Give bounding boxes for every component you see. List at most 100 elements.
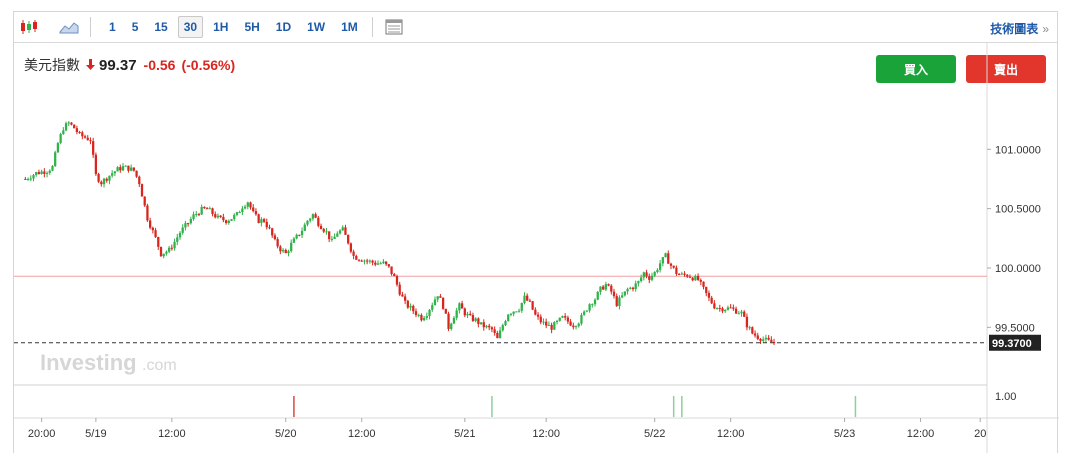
candle-body <box>238 212 241 214</box>
candle-body <box>216 215 220 218</box>
price-chart[interactable]: 101.0000 100.5000 100.0000 99.5000 Investing… <box>14 12 1059 453</box>
candle-body <box>317 217 320 226</box>
x-tick-label: 5/19 <box>85 428 106 440</box>
candle-body <box>512 311 515 314</box>
candle-body <box>759 338 762 341</box>
candle-body <box>645 272 648 277</box>
candle-body <box>656 269 659 272</box>
y-tick-label: 100.0000 <box>995 263 1041 275</box>
candle-body <box>162 253 165 257</box>
candle-body <box>45 172 49 174</box>
candle-body <box>401 294 404 297</box>
candle-body <box>618 297 621 306</box>
candle-body <box>303 224 306 231</box>
timeframe-1h[interactable]: 1H <box>213 20 229 34</box>
candle-body <box>653 271 656 276</box>
timeframe-1m[interactable]: 1M <box>341 20 358 34</box>
candle-body <box>314 214 317 218</box>
candle-body <box>677 273 681 275</box>
timeframe-5[interactable]: 5 <box>131 20 139 34</box>
y-tick-label: 100.5000 <box>995 204 1041 216</box>
candle-body <box>205 208 209 210</box>
toolbar-divider <box>371 17 373 37</box>
candle-body <box>197 214 201 216</box>
candle-body <box>536 314 540 317</box>
candle-body <box>398 284 401 295</box>
candle-body <box>89 140 92 142</box>
candle-body <box>224 220 228 223</box>
candle-body <box>658 263 662 270</box>
candle-body <box>328 231 331 240</box>
candle-body <box>260 219 263 223</box>
candle-body <box>403 296 407 301</box>
candle-body <box>192 214 195 219</box>
candle-body <box>558 317 561 321</box>
candle-body <box>333 236 336 239</box>
candle-body <box>705 286 708 294</box>
candle-body <box>64 123 68 131</box>
area-chart-icon[interactable] <box>54 12 84 42</box>
candle-body <box>130 167 133 171</box>
candle-body <box>469 313 472 316</box>
candle-body <box>564 316 567 318</box>
candle-body <box>281 249 285 252</box>
candle-body <box>290 242 293 252</box>
candle-body <box>284 249 287 254</box>
candle-body <box>680 273 683 275</box>
table-icon[interactable] <box>379 12 409 42</box>
candle-body <box>146 205 149 221</box>
candle-body <box>379 263 382 265</box>
candle-body <box>583 311 586 315</box>
candle-body <box>382 261 385 264</box>
candle-body <box>360 260 363 262</box>
buy-button[interactable]: 買入 <box>876 55 956 83</box>
candle-body <box>615 296 618 306</box>
timeframe-5h[interactable]: 5H <box>244 20 260 34</box>
candle-body <box>108 175 111 181</box>
timeframe-15[interactable]: 15 <box>154 20 168 34</box>
timeframe-1[interactable]: 1 <box>109 20 116 34</box>
candle-body <box>149 220 152 228</box>
technical-chart-link[interactable]: 技術圖表» <box>990 20 1049 37</box>
timeframe-1w[interactable]: 1W <box>307 20 326 34</box>
y-tick-label: 101.0000 <box>995 144 1041 156</box>
candlestick-icon[interactable] <box>14 12 44 42</box>
candle-body <box>577 323 580 327</box>
candle-body <box>610 285 613 292</box>
candle-body <box>726 307 730 310</box>
candle-body <box>623 291 626 296</box>
candle-body <box>306 220 309 225</box>
candle-body <box>230 219 233 221</box>
candle-body <box>184 223 187 228</box>
candle-body <box>688 276 692 278</box>
candle-body <box>479 322 483 325</box>
timeframe-1d[interactable]: 1D <box>275 20 292 34</box>
sell-button[interactable]: 賣出 <box>966 55 1046 83</box>
candle-body <box>707 293 711 298</box>
candle-body <box>604 284 608 290</box>
candle-body <box>189 218 192 224</box>
candle-body <box>352 251 355 256</box>
candle-body <box>515 311 518 313</box>
candle-body <box>298 234 301 236</box>
timeframe-list: 1 5 15 30 1H 5H 1D 1W 1M <box>101 16 366 38</box>
candle-body <box>528 300 532 302</box>
candle-body <box>268 227 271 229</box>
candle-body <box>555 320 559 323</box>
candle-body <box>273 235 277 240</box>
candle-body <box>222 216 225 221</box>
candle-body <box>580 314 583 324</box>
candle-body <box>48 170 51 173</box>
candle-body <box>433 299 437 306</box>
candle-body <box>721 308 724 312</box>
candle-body <box>159 246 163 257</box>
timeframe-30[interactable]: 30 <box>177 16 204 38</box>
candle-body <box>452 317 456 324</box>
chart-toolbar: 1 5 15 30 1H 5H 1D 1W 1M 技術圖表» <box>14 12 1057 43</box>
investing-watermark-suffix: .com <box>142 357 177 374</box>
candle-body <box>252 207 255 212</box>
candle-body <box>634 283 637 290</box>
y-tick-label: 99.5000 <box>995 322 1035 334</box>
candle-body <box>219 215 222 217</box>
candle-body <box>336 233 339 237</box>
